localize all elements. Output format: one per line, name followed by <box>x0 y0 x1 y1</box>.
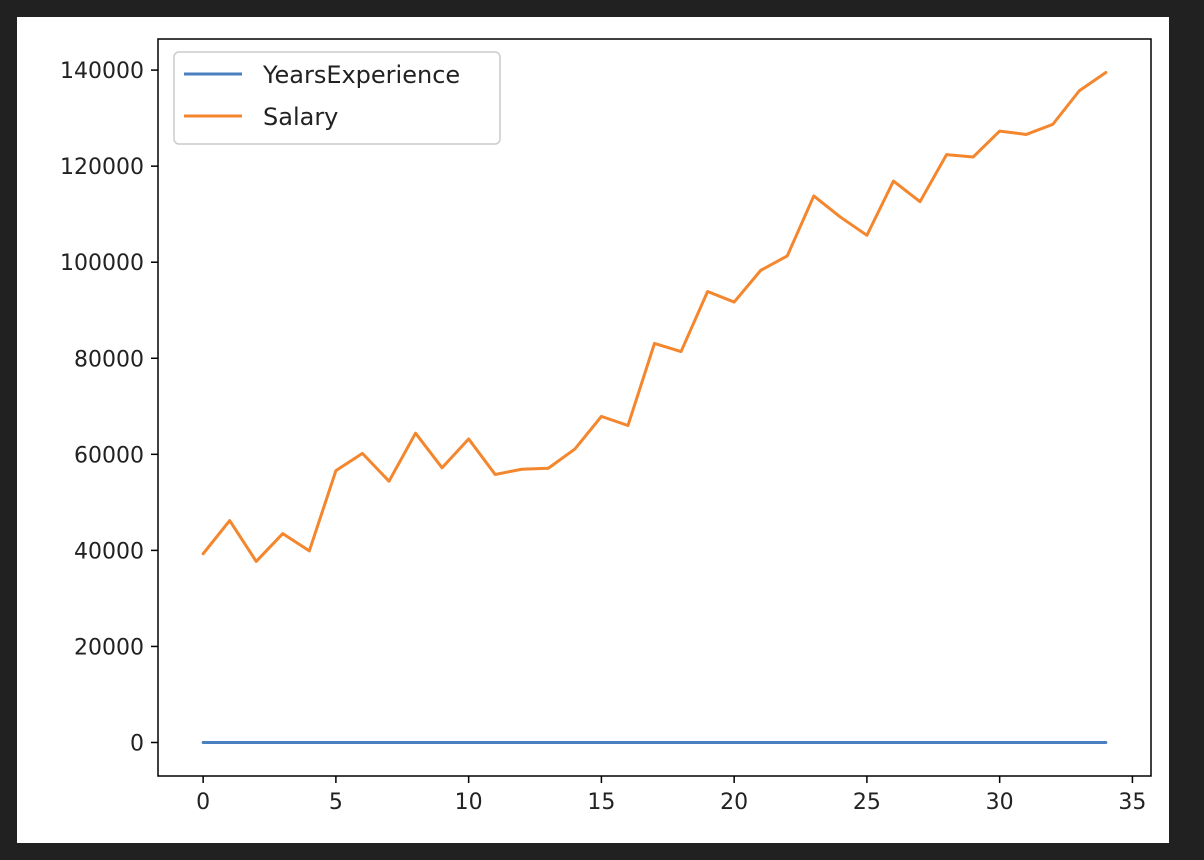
y-tick-label: 60000 <box>74 443 144 468</box>
x-tick-label: 15 <box>587 790 615 815</box>
series-line-salary <box>201 71 1108 563</box>
x-tick-label: 35 <box>1118 790 1146 815</box>
chart-figure: 0 5 10 15 20 25 30 35 0 20000 40000 60000 80000 10000… <box>17 17 1169 843</box>
x-tick-label: 25 <box>853 790 881 815</box>
y-tick-label: 100000 <box>60 251 144 276</box>
y-tick-label: 40000 <box>74 539 144 564</box>
x-tick-label: 0 <box>196 790 210 815</box>
x-tick-label: 20 <box>720 790 748 815</box>
x-tick-label: 30 <box>986 790 1014 815</box>
legend: YearsExperience Salary <box>173 51 501 145</box>
legend-box <box>173 51 501 145</box>
y-tick-label: 0 <box>130 732 144 757</box>
line-chart: 0 5 10 15 20 25 30 35 0 20000 40000 60000 80000 10000… <box>60 38 1152 815</box>
y-tick-label: 120000 <box>60 155 144 180</box>
axis-layer: 0 5 10 15 20 25 30 35 0 20000 40000 60000 80000 10000… <box>60 59 1146 815</box>
legend-label-salary: Salary <box>263 103 338 131</box>
legend-label-years-experience: YearsExperience <box>262 61 460 89</box>
y-tick-label: 140000 <box>60 59 144 84</box>
x-tick-label: 10 <box>455 790 483 815</box>
y-tick-label: 80000 <box>74 347 144 372</box>
x-tick-label: 5 <box>329 790 343 815</box>
plot-frame <box>157 38 1152 777</box>
y-tick-label: 20000 <box>74 635 144 660</box>
series-layer <box>201 71 1108 744</box>
